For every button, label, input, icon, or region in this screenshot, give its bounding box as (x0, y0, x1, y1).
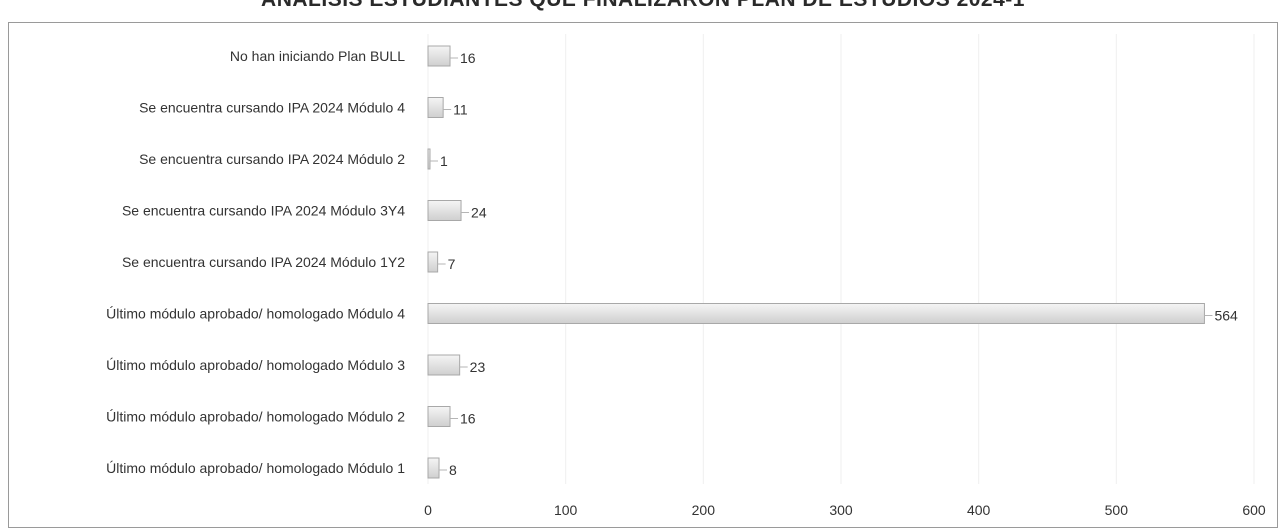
x-tick-label: 300 (829, 502, 853, 518)
value-label: 11 (453, 102, 468, 118)
bar (427, 251, 439, 273)
x-tick-label: 400 (967, 502, 991, 518)
x-tick-label: 200 (692, 502, 716, 518)
bar (427, 406, 451, 427)
bar (427, 200, 462, 221)
category-label: Último módulo aprobado/ homologado Módul… (106, 409, 405, 425)
value-label: 24 (471, 205, 487, 221)
chart-frame (8, 22, 1278, 528)
x-tick-label: 600 (1242, 502, 1266, 518)
bar (427, 303, 1205, 324)
bar (427, 148, 431, 170)
gridlines (427, 34, 1255, 484)
value-label: 7 (448, 256, 456, 272)
chart-title: ANALISIS ESTUDIANTES QUE FINALIZARON PLA… (0, 0, 1286, 12)
value-label: 23 (470, 359, 486, 375)
category-label: Se encuentra cursando IPA 2024 Módulo 2 (139, 151, 405, 167)
bar (427, 97, 444, 118)
category-label: Último módulo aprobado/ homologado Módul… (106, 460, 405, 476)
category-label: Se encuentra cursando IPA 2024 Módulo 1Y… (122, 254, 405, 270)
x-tick-label: 500 (1105, 502, 1129, 518)
value-label: 1 (440, 153, 448, 169)
value-label: 8 (449, 462, 457, 478)
value-label: 16 (460, 411, 476, 427)
bars (427, 45, 1205, 479)
category-label: Último módulo aprobado/ homologado Módul… (106, 306, 405, 322)
category-label: No han iniciando Plan BULL (230, 48, 405, 64)
bar (427, 45, 451, 67)
bar (427, 354, 461, 376)
value-label: 564 (1214, 308, 1238, 324)
category-label: Último módulo aprobado/ homologado Módul… (106, 357, 405, 373)
value-label: 16 (460, 50, 476, 66)
x-tick-label: 0 (424, 502, 432, 518)
category-label: Se encuentra cursando IPA 2024 Módulo 3Y… (122, 203, 405, 219)
x-tick-label: 100 (554, 502, 578, 518)
bar (427, 457, 440, 479)
category-label: Se encuentra cursando IPA 2024 Módulo 4 (139, 100, 405, 116)
labels: 0 100 200 300 400 500 600 No han iniciando Plan… (106, 48, 1266, 518)
